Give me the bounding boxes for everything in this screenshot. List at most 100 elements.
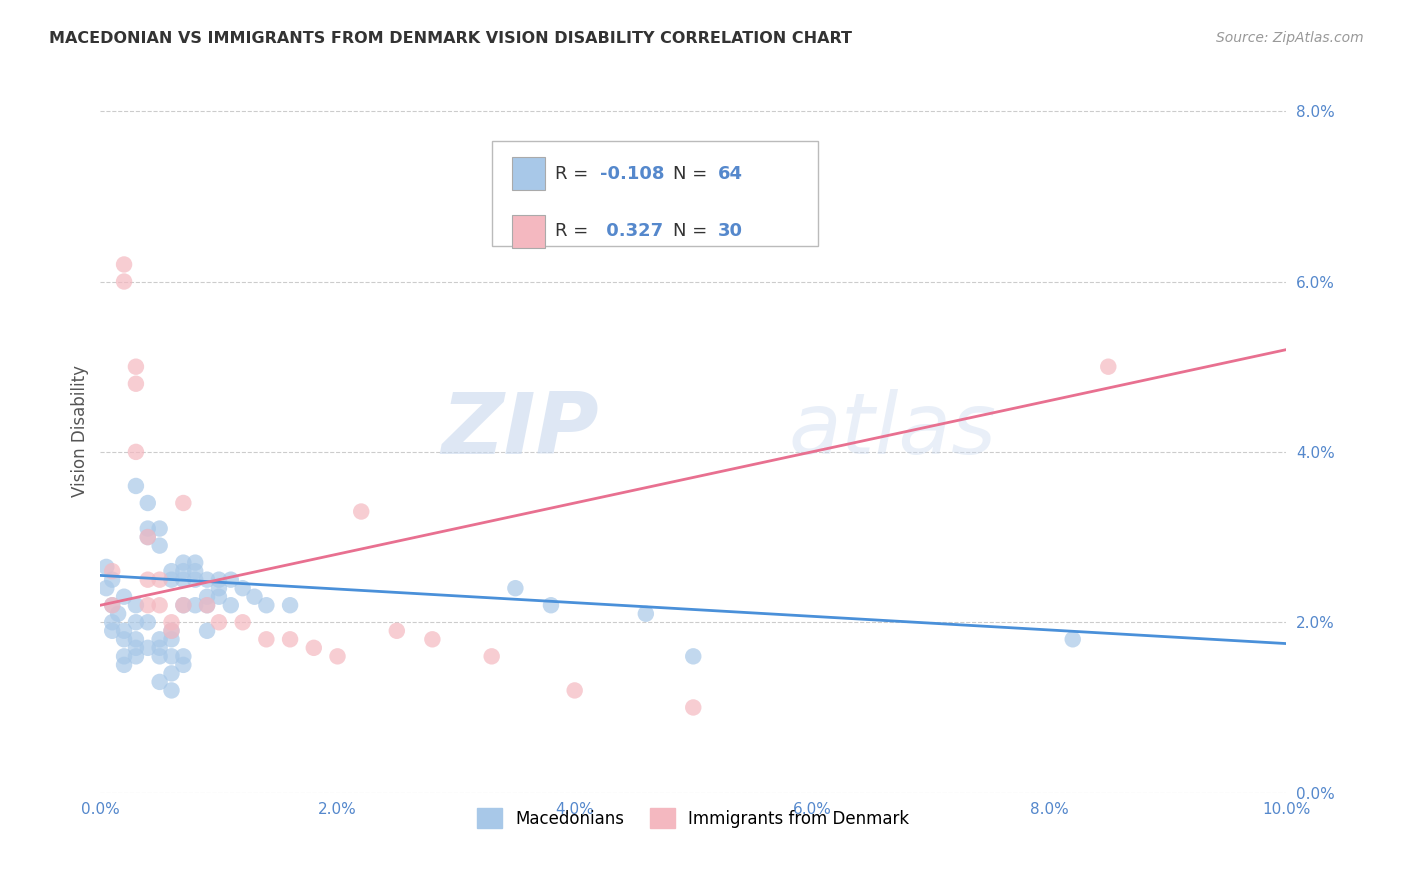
Point	[149, 649, 172, 664]
Point	[149, 539, 172, 553]
Point	[125, 649, 148, 664]
Point	[208, 581, 231, 595]
Point	[112, 590, 135, 604]
Point	[125, 479, 148, 493]
Point	[219, 599, 242, 613]
Point	[125, 640, 148, 655]
Point	[302, 640, 325, 655]
Point	[149, 640, 172, 655]
Point	[184, 573, 207, 587]
FancyBboxPatch shape	[492, 141, 818, 246]
Point	[184, 556, 207, 570]
Text: atlas: atlas	[789, 389, 995, 472]
Point	[172, 496, 194, 510]
Text: 64: 64	[718, 164, 744, 183]
Point	[125, 632, 148, 647]
Text: 0.327: 0.327	[599, 222, 662, 241]
Text: Source: ZipAtlas.com: Source: ZipAtlas.com	[1216, 31, 1364, 45]
Point	[172, 649, 194, 664]
Text: R =: R =	[554, 164, 593, 183]
Point	[112, 649, 135, 664]
Point	[160, 624, 183, 638]
Point	[136, 530, 159, 544]
Bar	[512, 215, 546, 248]
Point	[172, 599, 194, 613]
Point	[125, 376, 148, 391]
Point	[184, 599, 207, 613]
Point	[136, 530, 159, 544]
Point	[136, 573, 159, 587]
Point	[208, 590, 231, 604]
Point	[112, 624, 135, 638]
Point	[101, 573, 124, 587]
Point	[107, 607, 129, 621]
Point	[101, 624, 124, 638]
Point	[195, 573, 218, 587]
Point	[1097, 359, 1119, 374]
Point	[195, 599, 218, 613]
Point	[160, 649, 183, 664]
Point	[136, 615, 159, 630]
Point	[278, 599, 301, 613]
Point	[96, 560, 118, 574]
Point	[172, 599, 194, 613]
Y-axis label: Vision Disability: Vision Disability	[72, 365, 89, 497]
Point	[278, 632, 301, 647]
Text: N =: N =	[673, 164, 713, 183]
Point	[160, 666, 183, 681]
Point	[149, 522, 172, 536]
Point	[149, 632, 172, 647]
Point	[136, 599, 159, 613]
Point	[634, 607, 657, 621]
Point	[112, 657, 135, 672]
Point	[160, 573, 183, 587]
Point	[195, 624, 218, 638]
Point	[136, 522, 159, 536]
Point	[219, 573, 242, 587]
Point	[243, 590, 266, 604]
Point	[160, 624, 183, 638]
Point	[385, 624, 408, 638]
Point	[232, 581, 254, 595]
Bar	[512, 157, 546, 190]
Point	[125, 445, 148, 459]
Text: MACEDONIAN VS IMMIGRANTS FROM DENMARK VISION DISABILITY CORRELATION CHART: MACEDONIAN VS IMMIGRANTS FROM DENMARK VI…	[49, 31, 852, 46]
Point	[254, 632, 277, 647]
Point	[184, 564, 207, 578]
Point	[350, 504, 373, 518]
Point	[326, 649, 349, 664]
Point	[112, 632, 135, 647]
Point	[505, 581, 527, 595]
Point	[172, 657, 194, 672]
Point	[208, 615, 231, 630]
Point	[136, 640, 159, 655]
Point	[682, 649, 704, 664]
Point	[160, 615, 183, 630]
Point	[172, 564, 194, 578]
Text: -0.108: -0.108	[599, 164, 664, 183]
Point	[160, 564, 183, 578]
Point	[540, 599, 562, 613]
Text: 30: 30	[718, 222, 744, 241]
Point	[254, 599, 277, 613]
Point	[96, 581, 118, 595]
Point	[195, 590, 218, 604]
Point	[1062, 632, 1084, 647]
Point	[101, 564, 124, 578]
Point	[481, 649, 503, 664]
Point	[125, 599, 148, 613]
Point	[172, 573, 194, 587]
Point	[195, 599, 218, 613]
Point	[149, 573, 172, 587]
Point	[564, 683, 586, 698]
Point	[112, 257, 135, 271]
Point	[101, 599, 124, 613]
Text: N =: N =	[673, 222, 713, 241]
Text: ZIP: ZIP	[440, 389, 599, 472]
Point	[112, 275, 135, 289]
Point	[136, 496, 159, 510]
Point	[125, 615, 148, 630]
Point	[172, 556, 194, 570]
Point	[422, 632, 444, 647]
Legend: Macedonians, Immigrants from Denmark: Macedonians, Immigrants from Denmark	[471, 801, 915, 835]
